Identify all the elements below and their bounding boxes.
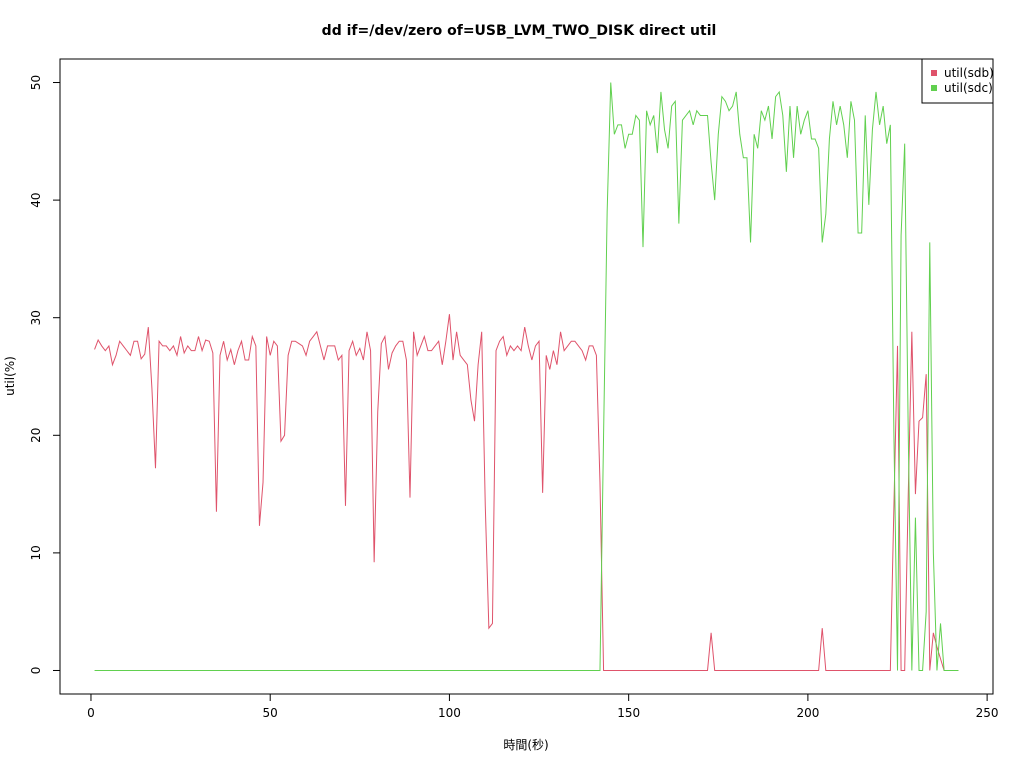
legend-swatch — [931, 70, 937, 76]
legend-box — [921, 58, 994, 104]
x-tick-label: 50 — [263, 706, 278, 720]
chart-title: dd if=/dev/zero of=USB_LVM_TWO_DISK dire… — [322, 23, 717, 39]
y-tick-label: 40 — [29, 192, 43, 207]
line-series — [94, 314, 959, 671]
legend-label: util(sdb) — [944, 66, 994, 80]
x-tick-label: 250 — [976, 706, 999, 720]
y-tick-label: 30 — [29, 310, 43, 325]
y-tick-label: 50 — [29, 75, 43, 90]
x-tick-label: 100 — [438, 706, 461, 720]
x-axis-label: 時間(秒) — [503, 738, 548, 752]
y-tick-label: 10 — [29, 545, 43, 560]
legend-label: util(sdc) — [944, 81, 993, 95]
y-axis-label: util(%) — [3, 356, 17, 396]
legend-swatch — [931, 85, 937, 91]
line-series — [94, 82, 959, 671]
y-tick-label: 0 — [29, 667, 43, 675]
x-tick-label: 0 — [87, 706, 95, 720]
x-tick-label: 150 — [617, 706, 640, 720]
x-tick-label: 200 — [796, 706, 819, 720]
plot-box — [59, 58, 994, 695]
y-tick-label: 20 — [29, 428, 43, 443]
